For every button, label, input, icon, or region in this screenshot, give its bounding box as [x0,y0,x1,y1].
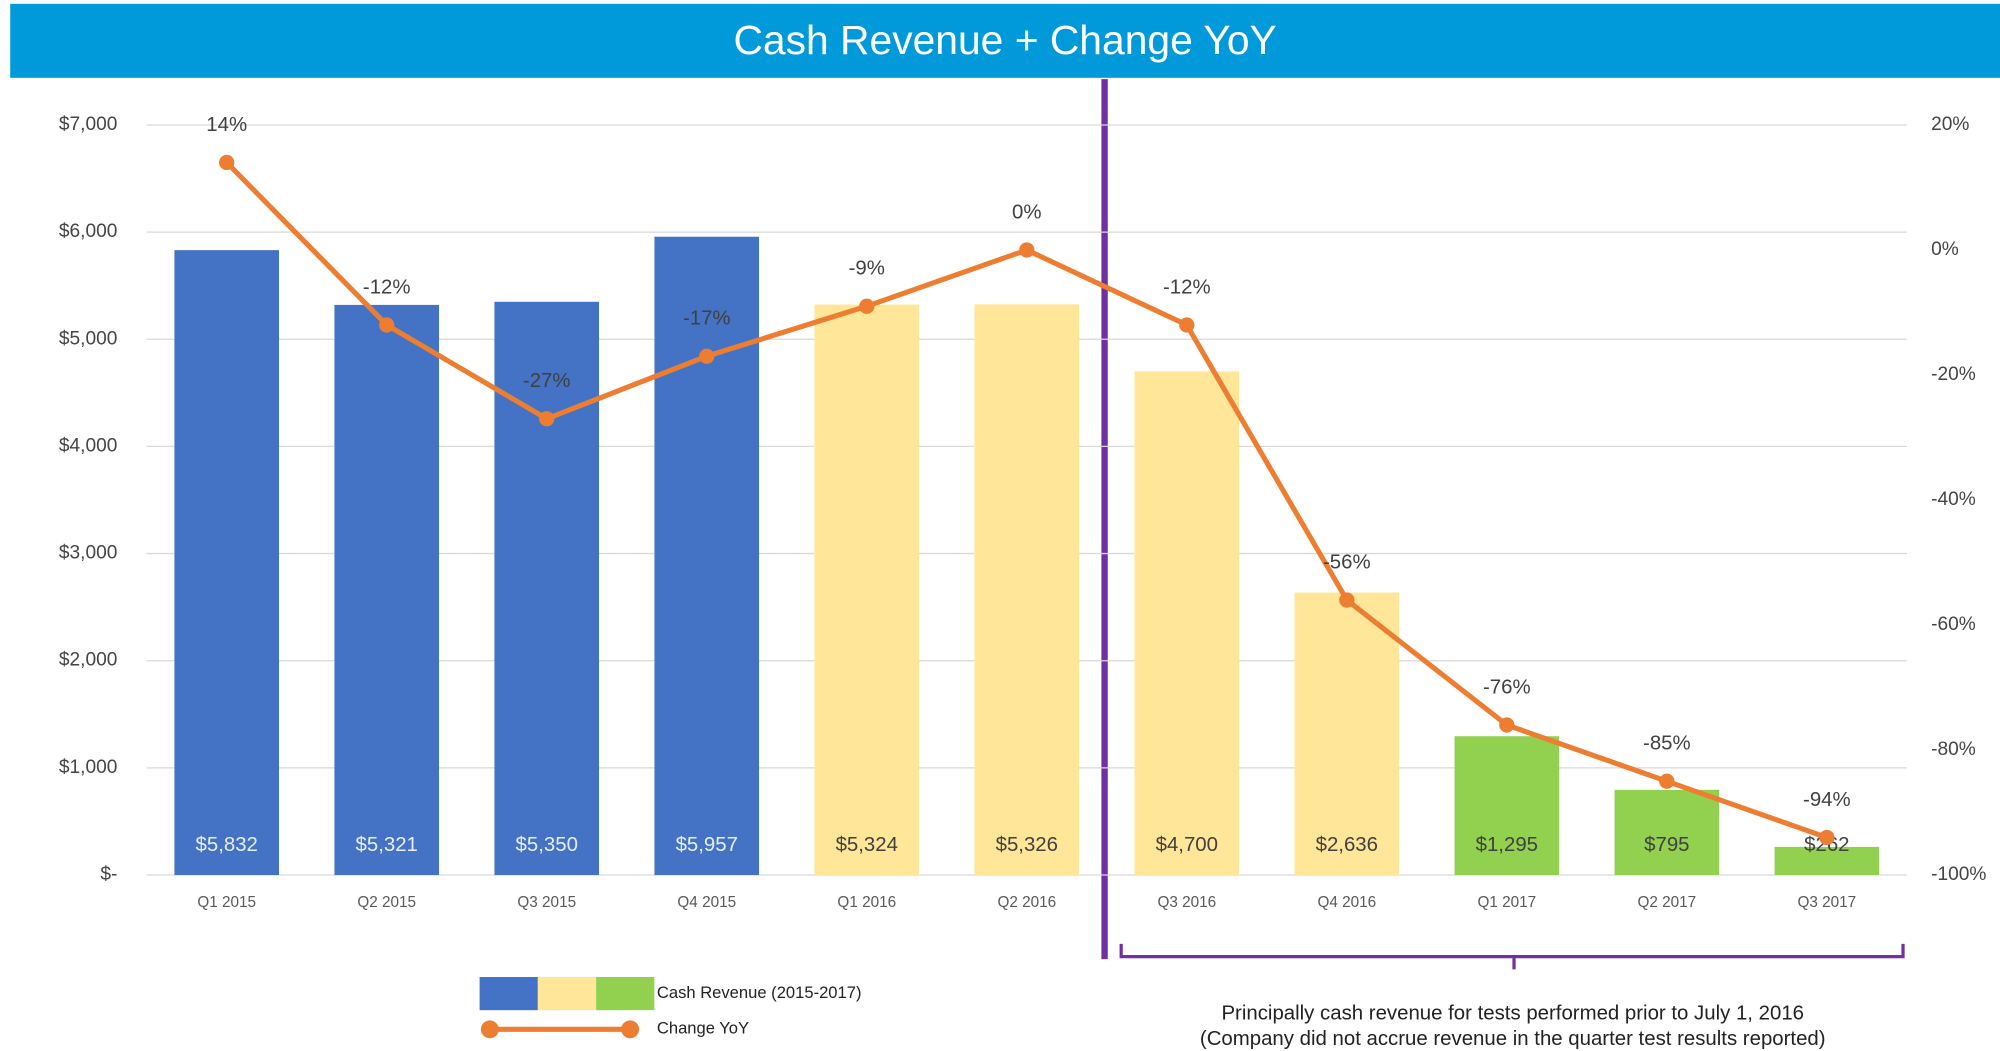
line-marker [539,411,555,427]
line-marker [1659,773,1675,789]
bar-value-label: $5,321 [356,834,418,856]
y2-tick-label: -100% [1931,864,1986,885]
line-value-label: -94% [1803,789,1851,811]
y2-tick-label: -20% [1931,364,1976,385]
y2-tick-label: -40% [1931,489,1976,510]
bar [974,304,1080,875]
y-tick-label: $7,000 [59,114,118,135]
bar [1614,789,1720,875]
legend-marker [621,1020,640,1039]
line-marker [1499,717,1515,733]
bar-value-label: $1,295 [1476,834,1538,856]
y2-tick-label: 20% [1931,114,1969,135]
bar [174,250,280,875]
line-value-label: -27% [523,370,571,392]
line-value-label: -56% [1323,551,1371,573]
line-value-label: -12% [363,276,411,298]
line-value-label: -76% [1483,676,1531,698]
line-value-label: 0% [1012,201,1041,223]
x-tick-label: Q2 2016 [997,894,1056,911]
legend-label: Cash Revenue (2015-2017) [657,983,862,1002]
x-tick-label: Q2 2017 [1638,894,1697,911]
y-tick-label: $5,000 [59,328,118,349]
bar-value-label: $2,636 [1316,834,1378,856]
legend-swatch [479,977,538,1011]
y-tick-label: $1,000 [59,757,118,778]
line-marker [699,348,715,364]
bar [814,304,920,875]
bar-value-label: $4,700 [1156,834,1218,856]
x-tick-label: Q3 2017 [1798,894,1857,911]
line-marker [1179,317,1195,333]
x-tick-label: Q1 2017 [1477,894,1536,911]
bar-value-label: $795 [1644,834,1689,856]
x-tick-label: Q4 2015 [677,894,736,911]
y-tick-label: $6,000 [59,221,118,242]
x-tick-label: Q3 2015 [517,894,576,911]
bar-value-label: $5,957 [676,834,738,856]
bar-value-label: $5,350 [516,834,578,856]
line-marker [379,317,395,333]
y-tick-label: $3,000 [59,543,118,564]
y-tick-label: $2,000 [59,650,118,671]
x-tick-label: Q2 2015 [357,894,416,911]
y2-tick-label: 0% [1931,239,1959,260]
bracket [1119,943,1905,970]
annotation: Principally cash revenue for tests perfo… [1221,1002,1804,1024]
y2-tick-label: -80% [1931,739,1976,760]
y-tick-label: $- [100,864,117,885]
legend-swatch [537,977,597,1011]
bar [334,304,440,875]
line-marker [1019,242,1035,258]
line-marker [219,154,235,171]
line-marker [859,298,875,314]
legend-label: Change YoY [657,1019,749,1038]
line-value-label: -9% [849,258,885,280]
bar [1454,736,1560,875]
x-tick-label: Q4 2016 [1317,894,1376,911]
x-tick-label: Q3 2016 [1157,894,1216,911]
line-value-label: -12% [1163,276,1211,298]
x-tick-label: Q1 2015 [197,894,256,911]
y2-tick-label: -60% [1931,614,1976,635]
y-tick-label: $4,000 [59,435,118,456]
annotation: (Company did not accrue revenue in the q… [1200,1028,1826,1050]
line-value-label: 14% [206,114,247,136]
bar [1774,846,1880,875]
line-value-label: -17% [683,308,731,330]
bar [1294,592,1400,875]
bar-value-label: $5,832 [196,834,258,856]
chart-title: Cash Revenue + Change YoY [733,17,1276,63]
bar [654,236,760,875]
bar-value-label: $5,324 [836,834,898,856]
line-value-label: -85% [1643,733,1691,755]
title-bar [10,3,2000,78]
legend-swatch [596,977,655,1011]
legend-marker [480,1020,499,1039]
line-marker [1339,592,1355,608]
x-tick-label: Q1 2016 [837,894,896,911]
line-marker [1819,829,1835,846]
bar [1134,371,1240,875]
bar-value-label: $5,326 [996,834,1058,856]
